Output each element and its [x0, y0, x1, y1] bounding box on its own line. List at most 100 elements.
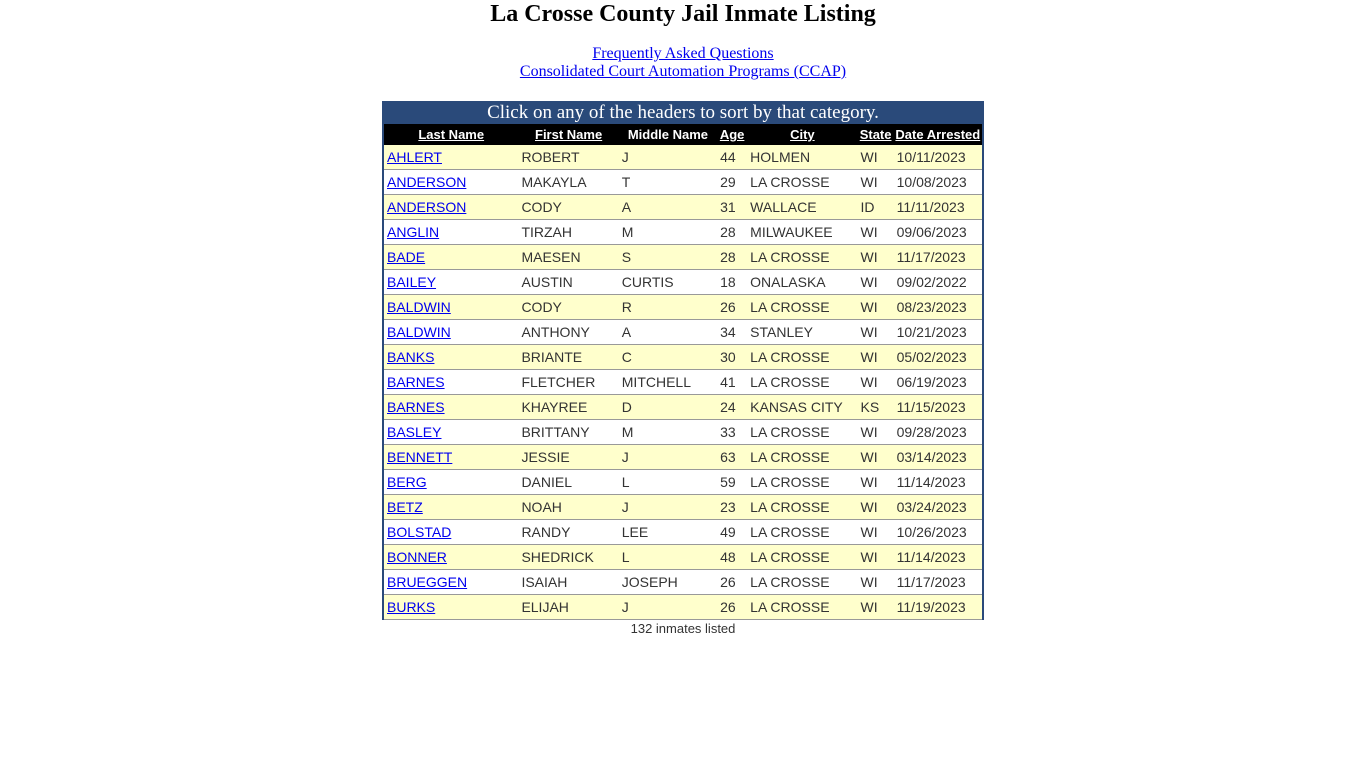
inmate-link[interactable]: BARNES	[387, 374, 445, 390]
cell-state: WI	[857, 469, 894, 495]
inmate-link[interactable]: BADE	[387, 249, 426, 265]
cell-middle-name: M	[618, 219, 718, 245]
cell-date-arrested: 11/19/2023	[893, 594, 983, 620]
inmate-link[interactable]: BASLEY	[387, 424, 442, 440]
cell-last-name[interactable]: BOLSTAD	[383, 519, 519, 545]
inmate-link[interactable]: BAILEY	[387, 274, 437, 290]
inmate-table-container: Click on any of the headers to sort by t…	[382, 101, 984, 636]
cell-city: LA CROSSE	[747, 519, 858, 545]
inmate-link[interactable]: BETZ	[387, 499, 423, 515]
inmate-link[interactable]: BALDWIN	[387, 324, 451, 340]
cell-city: LA CROSSE	[747, 344, 858, 370]
cell-age: 63	[717, 444, 748, 470]
cell-last-name[interactable]: BASLEY	[383, 419, 519, 445]
cell-age: 48	[717, 544, 748, 570]
table-row: BENNETT JESSIE J 63 LA CROSSE WI 03/14/2023	[383, 444, 983, 470]
cell-last-name[interactable]: BARNES	[383, 369, 519, 395]
cell-last-name[interactable]: BAILEY	[383, 269, 519, 295]
cell-first-name: ROBERT	[518, 145, 619, 170]
cell-last-name[interactable]: BONNER	[383, 544, 519, 570]
cell-last-name[interactable]: BARNES	[383, 394, 519, 420]
cell-last-name[interactable]: AHLERT	[383, 145, 519, 170]
inmate-link[interactable]: BALDWIN	[387, 299, 451, 315]
header-first-name[interactable]: First Name	[518, 124, 619, 145]
inmate-link[interactable]: ANDERSON	[387, 199, 467, 215]
sort-city-link[interactable]: City	[790, 127, 815, 142]
header-last-name[interactable]: Last Name	[383, 124, 519, 145]
cell-age: 23	[717, 494, 748, 520]
inmate-link[interactable]: BENNETT	[387, 449, 453, 465]
inmate-link[interactable]: BOLSTAD	[387, 524, 452, 540]
cell-date-arrested: 10/21/2023	[893, 319, 983, 345]
inmate-link[interactable]: BONNER	[387, 549, 447, 565]
table-row: ANGLIN TIRZAH M 28 MILWAUKEE WI 09/06/2023	[383, 219, 983, 245]
sort-age-link[interactable]: Age	[719, 127, 745, 142]
ccap-link[interactable]: Consolidated Court Automation Programs (…	[519, 63, 847, 80]
cell-date-arrested: 10/26/2023	[893, 519, 983, 545]
cell-middle-name: JOSEPH	[618, 569, 718, 595]
header-city[interactable]: City	[747, 124, 858, 145]
cell-age: 26	[717, 594, 748, 620]
table-row: BADE MAESEN S 28 LA CROSSE WI 11/17/2023	[383, 244, 983, 270]
header-date-arrested[interactable]: Date Arrested	[893, 124, 983, 145]
header-middle-name: Middle Name	[618, 124, 718, 145]
cell-first-name: BRIANTE	[518, 344, 619, 370]
inmate-link[interactable]: ANDERSON	[387, 174, 467, 190]
faq-link[interactable]: Frequently Asked Questions	[592, 45, 774, 62]
cell-state: WI	[857, 594, 894, 620]
cell-date-arrested: 09/02/2022	[893, 269, 983, 295]
cell-first-name: BRITTANY	[518, 419, 619, 445]
inmate-link[interactable]: BERG	[387, 474, 427, 490]
cell-city: LA CROSSE	[747, 294, 858, 320]
inmate-link[interactable]: BARNES	[387, 399, 445, 415]
cell-city: LA CROSSE	[747, 569, 858, 595]
inmate-link[interactable]: BRUEGGEN	[387, 574, 468, 590]
cell-first-name: DANIEL	[518, 469, 619, 495]
cell-city: LA CROSSE	[747, 544, 858, 570]
cell-age: 29	[717, 169, 748, 195]
table-row: AHLERT ROBERT J 44 HOLMEN WI 10/11/2023	[383, 145, 983, 170]
table-row: BASLEY BRITTANY M 33 LA CROSSE WI 09/28/2023	[383, 419, 983, 445]
header-age[interactable]: Age	[717, 124, 748, 145]
cell-state: WI	[857, 269, 894, 295]
cell-last-name[interactable]: BURKS	[383, 594, 519, 620]
table-row: BOLSTAD RANDY LEE 49 LA CROSSE WI 10/26/2023	[383, 519, 983, 545]
table-row: ANDERSON CODY A 31 WALLACE ID 11/11/2023	[383, 194, 983, 220]
cell-last-name[interactable]: ANDERSON	[383, 169, 519, 195]
cell-last-name[interactable]: BENNETT	[383, 444, 519, 470]
cell-last-name[interactable]: BRUEGGEN	[383, 569, 519, 595]
cell-date-arrested: 11/15/2023	[893, 394, 983, 420]
inmate-link[interactable]: AHLERT	[387, 149, 442, 165]
table-row: BARNES KHAYREE D 24 KANSAS CITY KS 11/15/2023	[383, 394, 983, 420]
cell-last-name[interactable]: BERG	[383, 469, 519, 495]
sort-last-name-link[interactable]: Last Name	[418, 127, 485, 142]
cell-last-name[interactable]: BETZ	[383, 494, 519, 520]
cell-last-name[interactable]: BADE	[383, 244, 519, 270]
inmate-link[interactable]: ANGLIN	[387, 224, 440, 240]
cell-last-name[interactable]: ANDERSON	[383, 194, 519, 220]
inmate-count: 132 inmates listed	[630, 621, 736, 636]
header-state[interactable]: State	[857, 124, 894, 145]
cell-date-arrested: 09/28/2023	[893, 419, 983, 445]
cell-first-name: ANTHONY	[518, 319, 619, 345]
cell-age: 34	[717, 319, 748, 345]
cell-state: KS	[857, 394, 894, 420]
table-row: BRUEGGEN ISAIAH JOSEPH 26 LA CROSSE WI 11/17/2…	[383, 569, 983, 595]
cell-last-name[interactable]: BALDWIN	[383, 319, 519, 345]
sort-date-arrested-link[interactable]: Date Arrested	[895, 127, 981, 142]
sort-first-name-link[interactable]: First Name	[535, 127, 603, 142]
cell-date-arrested: 09/06/2023	[893, 219, 983, 245]
cell-state: WI	[857, 344, 894, 370]
cell-last-name[interactable]: ANGLIN	[383, 219, 519, 245]
cell-state: WI	[857, 319, 894, 345]
inmate-link[interactable]: BANKS	[387, 349, 435, 365]
cell-last-name[interactable]: BALDWIN	[383, 294, 519, 320]
cell-age: 41	[717, 369, 748, 395]
cell-state: WI	[857, 444, 894, 470]
cell-state: WI	[857, 569, 894, 595]
table-row: BETZ NOAH J 23 LA CROSSE WI 03/24/2023	[383, 494, 983, 520]
inmate-link[interactable]: BURKS	[387, 599, 436, 615]
cell-last-name[interactable]: BANKS	[383, 344, 519, 370]
sort-state-link[interactable]: State	[859, 127, 892, 142]
cell-first-name: TIRZAH	[518, 219, 619, 245]
